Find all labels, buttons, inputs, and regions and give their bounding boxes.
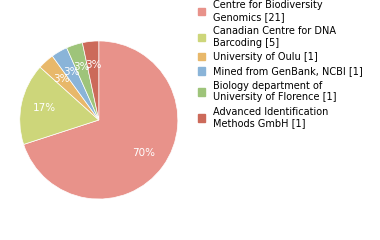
- Legend: Centre for Biodiversity
Genomics [21], Canadian Centre for DNA
Barcoding [5], Un: Centre for Biodiversity Genomics [21], C…: [198, 0, 363, 128]
- Text: 3%: 3%: [85, 60, 101, 70]
- Text: 3%: 3%: [73, 62, 90, 72]
- Text: 3%: 3%: [54, 74, 70, 84]
- Text: 3%: 3%: [63, 67, 79, 77]
- Text: 70%: 70%: [132, 148, 155, 157]
- Wedge shape: [20, 67, 99, 144]
- Wedge shape: [52, 48, 99, 120]
- Text: 17%: 17%: [33, 103, 56, 114]
- Wedge shape: [24, 41, 178, 199]
- Wedge shape: [40, 56, 99, 120]
- Wedge shape: [82, 41, 99, 120]
- Wedge shape: [66, 43, 99, 120]
